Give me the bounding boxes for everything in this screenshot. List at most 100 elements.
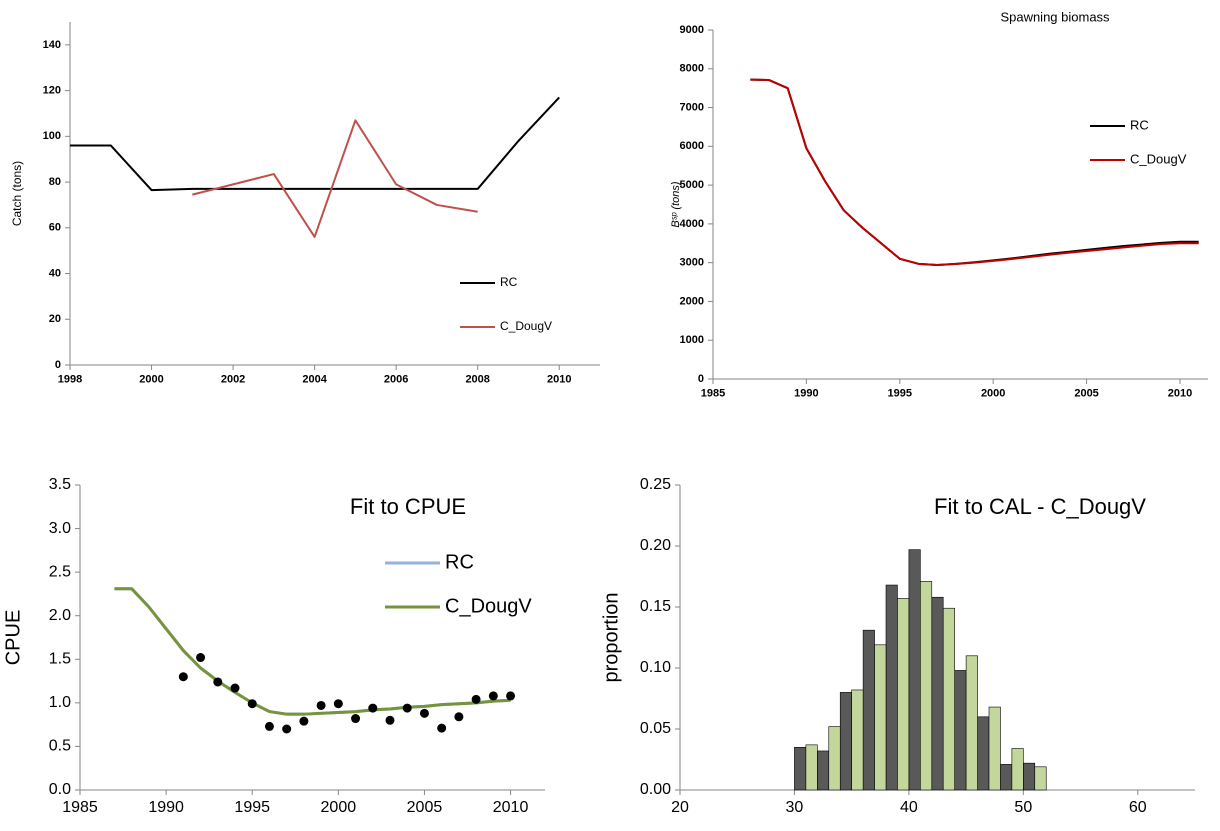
x-tick-label: 2010 bbox=[493, 799, 529, 816]
y-tick-label: 140 bbox=[43, 39, 61, 51]
bar bbox=[1011, 748, 1024, 791]
x-tick-label: 2006 bbox=[384, 374, 408, 386]
x-tick-label: 40 bbox=[900, 799, 918, 816]
series-line bbox=[192, 119, 478, 238]
bar bbox=[954, 670, 967, 791]
y-tick-label: 3.0 bbox=[49, 520, 71, 537]
bar bbox=[908, 549, 921, 791]
legend-label: C_DougV bbox=[445, 595, 532, 617]
bar bbox=[931, 596, 944, 791]
y-tick-label: 5000 bbox=[680, 179, 704, 191]
x-tick-label: 50 bbox=[1014, 799, 1032, 816]
y-tick-label: 0.05 bbox=[640, 720, 671, 737]
bar bbox=[805, 744, 818, 791]
y-tick-label: 3000 bbox=[680, 257, 704, 269]
y-tick-label: 2.0 bbox=[49, 607, 71, 624]
x-tick-label: 1985 bbox=[701, 388, 725, 400]
x-tick-label: 2010 bbox=[1168, 388, 1192, 400]
bar bbox=[862, 629, 875, 791]
chart-panel: 0.0 0.5 1.0 1.5 2.0 2.5 3.0 3.5 1985 1990 1995 2000… bbox=[2, 476, 545, 816]
observed-point bbox=[299, 716, 309, 726]
observed-point bbox=[351, 714, 361, 724]
observed-point bbox=[368, 703, 378, 713]
x-tick-label: 1990 bbox=[794, 388, 818, 400]
observed-point bbox=[316, 700, 326, 710]
legend-label: C_DougV bbox=[500, 319, 552, 333]
y-tick-label: 0.00 bbox=[640, 781, 671, 798]
chart-title: Spawning biomass bbox=[1000, 9, 1110, 24]
y-tick-label: 0 bbox=[698, 373, 704, 385]
observed-point bbox=[264, 721, 274, 731]
x-tick-label: 2000 bbox=[321, 799, 357, 816]
x-tick-label: 2004 bbox=[302, 374, 327, 386]
bar bbox=[874, 644, 887, 791]
y-tick-label: 60 bbox=[49, 222, 61, 234]
observed-point bbox=[213, 677, 223, 687]
x-tick-label: 2002 bbox=[221, 374, 245, 386]
bar bbox=[920, 581, 933, 791]
bar bbox=[794, 746, 807, 791]
y-tick-label: 0.15 bbox=[640, 598, 671, 615]
x-tick-label: 60 bbox=[1129, 799, 1147, 816]
x-tick-label: 2000 bbox=[139, 374, 163, 386]
y-tick-label: 20 bbox=[49, 313, 61, 325]
y-tick-label: 0.10 bbox=[640, 659, 671, 676]
x-tick-label: 2008 bbox=[465, 374, 489, 386]
y-tick-label: 0.20 bbox=[640, 537, 671, 554]
observed-point bbox=[471, 694, 481, 704]
y-tick-label: 1.5 bbox=[49, 651, 71, 668]
y-tick-label: 4000 bbox=[680, 218, 704, 230]
bar bbox=[817, 750, 830, 791]
observed-point bbox=[230, 683, 240, 693]
y-tick-label: 40 bbox=[49, 267, 61, 279]
bar bbox=[965, 655, 978, 791]
chart-title: Fit to CPUE bbox=[350, 494, 466, 519]
observed-point bbox=[385, 715, 395, 725]
bar bbox=[885, 584, 898, 791]
bar bbox=[942, 607, 955, 791]
observed-point bbox=[454, 712, 464, 722]
x-tick-label: 2005 bbox=[407, 799, 443, 816]
legend-label: RC bbox=[500, 275, 518, 289]
observed-point bbox=[282, 724, 292, 734]
y-tick-label: 0.0 bbox=[49, 781, 71, 798]
y-tick-label: 2.5 bbox=[49, 563, 71, 580]
y-axis-label: Catch (tons) bbox=[10, 161, 24, 226]
observed-point bbox=[419, 708, 429, 718]
chart-title: Fit to CAL - C_DougV bbox=[934, 494, 1146, 519]
y-tick-label: 6000 bbox=[680, 140, 704, 152]
y-axis-label: proportion bbox=[600, 592, 622, 682]
chart-panel: 0 20 40 60 80 100 120 140 1998 2000 2002 2004 2006 20… bbox=[10, 22, 600, 386]
x-tick-label: 2005 bbox=[1074, 388, 1098, 400]
x-tick-label: 1995 bbox=[888, 388, 912, 400]
bar bbox=[828, 726, 841, 791]
x-tick-label: 2000 bbox=[981, 388, 1005, 400]
bar bbox=[851, 689, 864, 791]
y-tick-label: 8000 bbox=[680, 63, 704, 75]
legend-label: RC bbox=[445, 551, 474, 573]
y-tick-label: 2000 bbox=[680, 295, 704, 307]
legend-label: C_DougV bbox=[1130, 151, 1187, 166]
legend-label: RC bbox=[1130, 117, 1149, 132]
bar bbox=[988, 706, 1001, 791]
series-line bbox=[114, 587, 511, 716]
bar bbox=[1023, 762, 1036, 791]
x-tick-label: 1995 bbox=[234, 799, 270, 816]
series-line bbox=[750, 78, 1199, 266]
observed-point bbox=[196, 653, 206, 663]
y-tick-label: 80 bbox=[49, 176, 61, 188]
observed-point bbox=[488, 691, 498, 701]
y-tick-label: 0.25 bbox=[640, 476, 671, 493]
bar bbox=[977, 716, 990, 791]
observed-point bbox=[247, 699, 257, 709]
y-tick-label: 3.5 bbox=[49, 476, 71, 493]
observed-point bbox=[437, 723, 447, 733]
y-tick-label: 0.5 bbox=[49, 738, 71, 755]
y-tick-label: 100 bbox=[43, 130, 61, 142]
x-tick-label: 2010 bbox=[547, 374, 571, 386]
bar bbox=[839, 692, 852, 791]
y-tick-label: 7000 bbox=[680, 101, 704, 113]
x-tick-label: 30 bbox=[786, 799, 804, 816]
observed-point bbox=[178, 672, 188, 682]
